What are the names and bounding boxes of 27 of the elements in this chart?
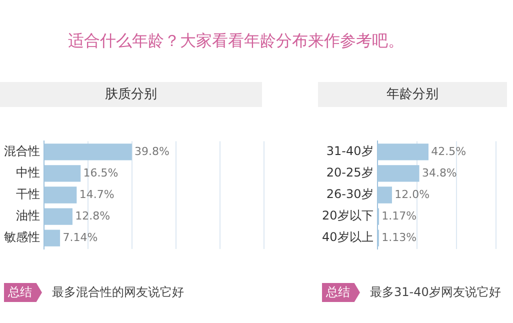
data-label: 34.8% [422, 166, 457, 180]
data-label: 12.0% [394, 188, 430, 201]
data-label: 14.7% [79, 188, 114, 201]
y-tick-label: 混合性 [4, 144, 40, 158]
y-tick-label: 31-40岁 [326, 144, 374, 158]
text: 适合什么年龄？大家看看年龄分布来作参考吧。 [68, 31, 404, 52]
text: 最多31-40岁网友说它好 [370, 284, 501, 301]
text: 最多混合性的网友说它好 [52, 284, 184, 301]
y-tick-label: 20-25岁 [326, 166, 374, 180]
data-label: 39.8% [134, 144, 170, 158]
data-label: 16.5% [83, 166, 118, 180]
data-label: 42.5% [431, 144, 466, 158]
y-tick-label: 干性 [16, 187, 40, 202]
y-tick-label: 20岁以下 [322, 208, 374, 223]
data-label: 7.14% [62, 230, 98, 244]
y-tick-label: 中性 [16, 166, 40, 180]
chart-title: 年龄分别 [318, 82, 507, 107]
chart-title: 肤质分别 [0, 82, 262, 107]
data-label: 1.17% [382, 209, 417, 222]
y-tick-label: 40岁以上 [322, 230, 374, 244]
data-label: 12.8% [75, 209, 110, 222]
y-tick-label: 26-30岁 [326, 187, 374, 202]
y-tick-label: 敏感性 [4, 230, 40, 244]
text: 总结 [4, 283, 42, 302]
data-label: 1.13% [382, 230, 417, 244]
text: 总结 [322, 283, 360, 302]
y-tick-label: 油性 [16, 208, 40, 223]
